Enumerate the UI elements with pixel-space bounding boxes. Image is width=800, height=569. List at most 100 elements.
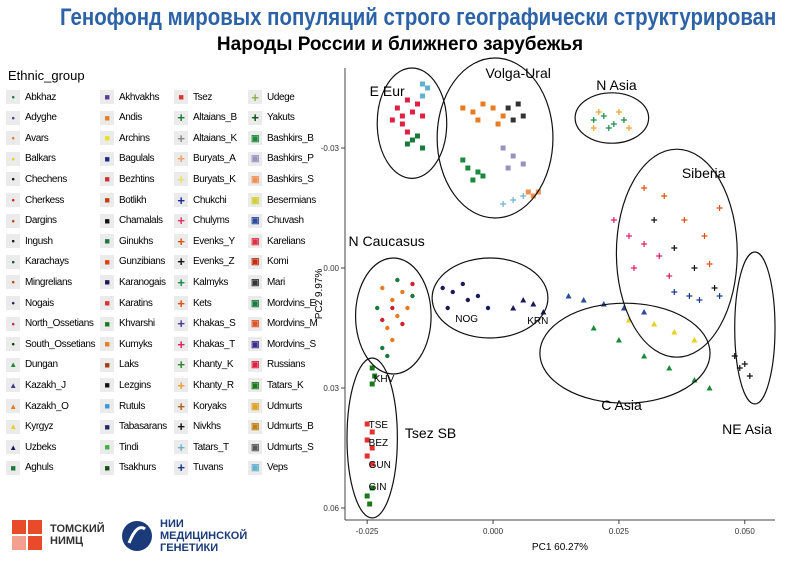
legend-item: ■ Akhvakhs bbox=[100, 88, 160, 106]
legend-label: Veps bbox=[267, 462, 288, 474]
data-point bbox=[394, 105, 400, 111]
legend-key-cross-icon: + bbox=[174, 399, 188, 414]
legend-item: • South_Ossetians bbox=[6, 335, 96, 353]
data-point bbox=[510, 153, 516, 159]
legend-key-sqx-icon: ▣ bbox=[248, 213, 262, 228]
data-point bbox=[580, 297, 587, 303]
data-point bbox=[409, 137, 415, 143]
data-point bbox=[500, 201, 507, 207]
legend-label: Balkars bbox=[25, 153, 56, 165]
legend-key-cross-icon: + bbox=[174, 357, 188, 372]
legend-item: ▣ Chuvash bbox=[248, 212, 304, 230]
data-point bbox=[706, 385, 713, 391]
legend-key-cross-icon: + bbox=[174, 275, 188, 290]
data-point bbox=[415, 101, 421, 107]
data-point bbox=[475, 293, 481, 299]
data-point bbox=[495, 121, 501, 127]
legend-key-sq-icon: ■ bbox=[100, 234, 114, 249]
legend-key-sqx-icon: ▣ bbox=[248, 131, 262, 146]
data-point bbox=[641, 353, 648, 359]
data-point bbox=[404, 129, 410, 135]
legend-key-cross-icon: + bbox=[174, 172, 188, 187]
legend-item: ▣ Udmurts bbox=[248, 397, 302, 415]
x-axis-label: PC1 60.27% bbox=[532, 542, 588, 553]
legend-key-sq-icon: ■ bbox=[100, 151, 114, 166]
legend-key-cross-icon: + bbox=[174, 337, 188, 352]
legend-label: Buryats_K bbox=[193, 173, 236, 185]
data-point bbox=[525, 189, 531, 195]
data-point bbox=[691, 265, 698, 271]
data-point bbox=[465, 297, 471, 303]
population-annotation: BEZ bbox=[369, 438, 388, 449]
legend-key-tri-icon: ▲ bbox=[6, 378, 20, 393]
data-point bbox=[510, 197, 517, 203]
data-point bbox=[395, 313, 400, 319]
legend-key-tri-icon: ▲ bbox=[6, 419, 20, 434]
data-point bbox=[364, 453, 370, 459]
legend-key-sq-icon: ■ bbox=[100, 357, 114, 372]
legend-item: ■ Lezgins bbox=[100, 376, 151, 394]
data-point bbox=[369, 461, 375, 467]
legend-key-dot-icon: • bbox=[6, 151, 20, 166]
legend-item: ▣ Mari bbox=[248, 273, 285, 291]
legend-label: Dungan bbox=[25, 359, 58, 371]
cluster-ellipse bbox=[615, 148, 738, 358]
data-point bbox=[390, 297, 395, 303]
legend-key-sq-icon: ■ bbox=[100, 337, 114, 352]
legend-key-sq-icon: ■ bbox=[100, 378, 114, 393]
legend-key-cross-icon: + bbox=[174, 296, 188, 311]
cluster-label: C Asia bbox=[601, 397, 642, 413]
legend-key-cross-icon: + bbox=[174, 440, 188, 455]
data-point bbox=[380, 285, 385, 291]
legend-item: + Buryats_A bbox=[174, 150, 236, 168]
data-point bbox=[450, 289, 455, 295]
legend-item: + Tatars_T bbox=[174, 438, 229, 456]
legend-key-sq-icon: ■ bbox=[100, 316, 114, 331]
legend-item: ▣ Mordvins_E bbox=[248, 294, 316, 312]
data-point bbox=[395, 277, 400, 283]
tomsk-logo-icon bbox=[12, 520, 42, 550]
legend-label: Uzbeks bbox=[25, 441, 56, 453]
legend-label: Russians bbox=[267, 359, 305, 371]
data-point bbox=[520, 113, 526, 119]
legend-label: Khakas_T bbox=[193, 338, 235, 350]
data-point bbox=[681, 217, 688, 223]
data-point bbox=[369, 381, 375, 387]
legend-key-sqx-icon: ▣ bbox=[248, 234, 262, 249]
legend-label: Laks bbox=[119, 359, 139, 371]
legend-item: ■ Archins bbox=[100, 129, 150, 147]
data-point bbox=[390, 305, 395, 311]
legend-key-cross-icon: + bbox=[174, 378, 188, 393]
legend-key-sq-icon: ■ bbox=[100, 419, 114, 434]
legend-key-cross-icon: + bbox=[248, 90, 262, 105]
legend-item: + Chukchi bbox=[174, 191, 227, 209]
legend-item: • Balkars bbox=[6, 150, 56, 168]
legend-item: ■ Kumyks bbox=[100, 335, 153, 353]
legend-key-dot-icon: • bbox=[6, 110, 20, 125]
legend-item: ▣ Bashkirs_B bbox=[248, 129, 314, 147]
population-annotation: KRN bbox=[527, 316, 548, 327]
legend-key-dot-icon: • bbox=[6, 234, 20, 249]
legend-key-cross-icon: + bbox=[174, 316, 188, 331]
legend-key-cross-icon: + bbox=[174, 460, 188, 475]
population-annotation: KHV bbox=[374, 374, 395, 385]
legend-label: Nivkhs bbox=[193, 421, 221, 433]
legend-item: + Buryats_K bbox=[174, 170, 236, 188]
legend-item: + Chulyms bbox=[174, 212, 230, 230]
legend-label: Dargins bbox=[25, 215, 57, 227]
legend-label: Kazakh_J bbox=[25, 379, 66, 391]
legend-item: ■ Chamalals bbox=[100, 212, 163, 230]
legend-key-dot-icon: • bbox=[6, 275, 20, 290]
legend-key-sqx-icon: ▣ bbox=[248, 378, 262, 393]
legend-item: ▣ Mordvins_M bbox=[248, 315, 318, 333]
data-point bbox=[706, 261, 713, 267]
data-point bbox=[404, 141, 410, 147]
data-point bbox=[716, 293, 723, 299]
legend-key-dot-icon: • bbox=[6, 90, 20, 104]
legend-label: Kalmyks bbox=[193, 276, 228, 288]
population-annotation: GUN bbox=[369, 460, 391, 471]
data-point bbox=[605, 125, 612, 131]
legend-item: ▣ Komi bbox=[248, 253, 289, 271]
legend-item: + Koryaks bbox=[174, 397, 227, 415]
legend-label: Cherkess bbox=[25, 194, 65, 206]
